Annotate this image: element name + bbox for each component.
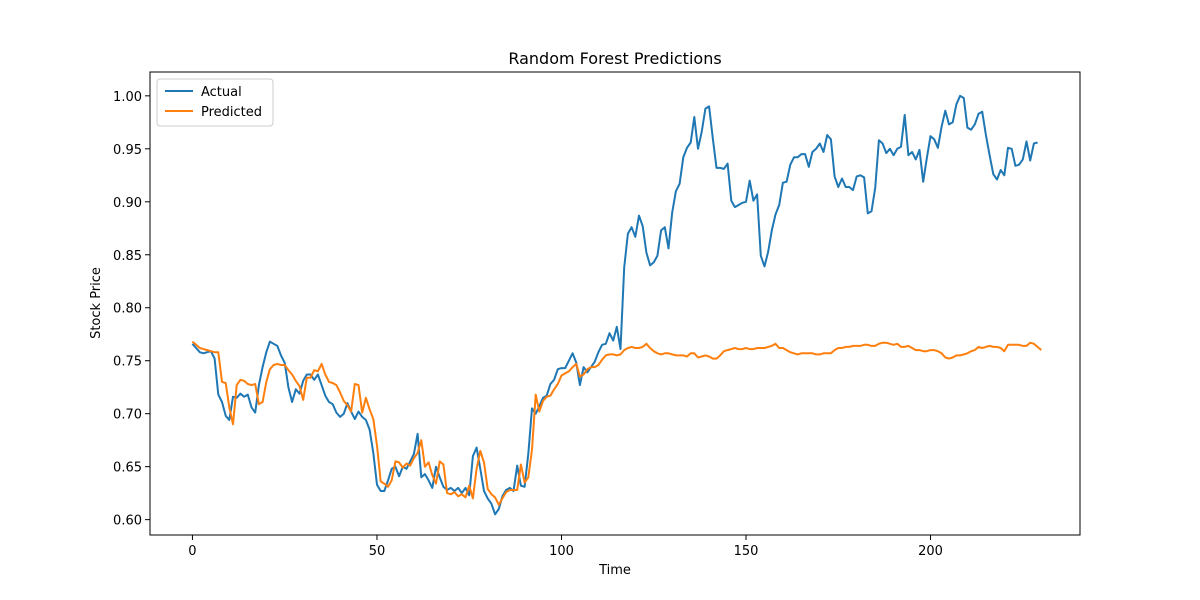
y-tick-label: 0.90 bbox=[113, 196, 142, 211]
chart-title: Random Forest Predictions bbox=[508, 49, 721, 68]
y-tick-label: 0.65 bbox=[113, 461, 142, 476]
plot-content bbox=[191, 94, 1042, 516]
series-line-actual bbox=[191, 94, 1038, 516]
y-tick-label: 0.85 bbox=[113, 249, 142, 264]
x-axis: 0 50 100 150 200 bbox=[188, 535, 943, 559]
y-axis-title: Stock Price bbox=[89, 267, 104, 339]
x-tick-label: 150 bbox=[734, 544, 759, 559]
y-axis: 0.60 0.65 0.70 0.75 0.80 0.85 0.90 0.95 1.00 bbox=[113, 90, 150, 529]
x-tick-label: 0 bbox=[188, 544, 196, 559]
x-axis-title: Time bbox=[598, 563, 631, 578]
y-tick-label: 0.70 bbox=[113, 408, 142, 423]
series-line-predicted bbox=[191, 340, 1042, 506]
y-tick-label: 0.75 bbox=[113, 355, 142, 370]
y-tick-label: 0.80 bbox=[113, 302, 142, 317]
y-tick-label: 1.00 bbox=[113, 90, 142, 105]
plot-frame bbox=[149, 71, 1081, 536]
x-tick-label: 100 bbox=[549, 544, 574, 559]
x-tick-label: 200 bbox=[918, 544, 943, 559]
legend: Actual Predicted bbox=[156, 78, 274, 127]
legend-label-actual: Actual bbox=[201, 85, 242, 100]
legend-label-predicted: Predicted bbox=[201, 105, 262, 120]
y-tick-label: 0.60 bbox=[113, 514, 142, 529]
x-tick-label: 50 bbox=[369, 544, 386, 559]
y-tick-label: 0.95 bbox=[113, 143, 142, 158]
